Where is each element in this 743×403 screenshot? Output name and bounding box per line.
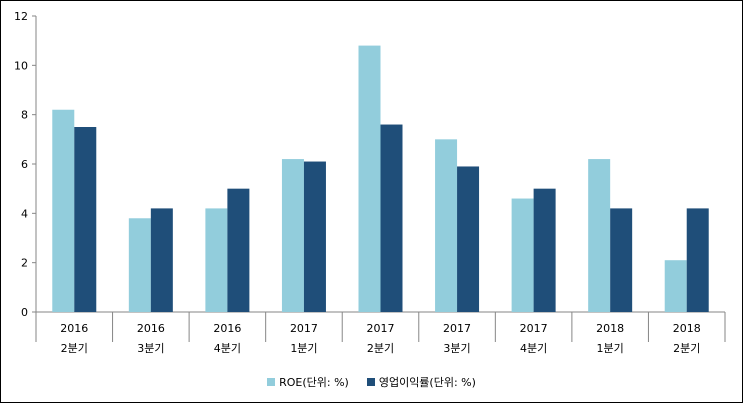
x-tick-label-year: 2017 [290, 322, 318, 335]
x-tick-label-year: 2017 [443, 322, 471, 335]
x-tick-label-quarter: 2분기 [367, 342, 394, 355]
bar-operating-margin [74, 127, 97, 312]
x-tick-label-year: 2016 [137, 322, 165, 335]
x-tick-label-year: 2017 [367, 322, 395, 335]
x-tick-label-year: 2018 [673, 322, 701, 335]
x-tick-label-quarter: 2분기 [673, 342, 700, 355]
y-tick-label: 6 [21, 158, 28, 171]
x-tick-label-quarter: 4분기 [520, 342, 547, 355]
x-tick-label-quarter: 1분기 [597, 342, 624, 355]
x-tick-label-year: 2016 [213, 322, 241, 335]
bars [52, 45, 709, 313]
bar-roe [588, 159, 611, 312]
y-tick-label: 0 [21, 306, 28, 319]
legend-item-operating-margin: 영업이익률(단위: %) [366, 374, 476, 390]
bar-roe [281, 159, 304, 312]
y-tick-label: 2 [21, 257, 28, 270]
x-tick-label-quarter: 3분기 [443, 342, 470, 355]
legend-item-roe: ROE(단위: %) [267, 374, 349, 390]
x-tick-label-year: 2016 [60, 322, 88, 335]
x-tick-label-quarter: 1분기 [290, 342, 317, 355]
bar-operating-margin [610, 208, 633, 312]
x-tick-label-quarter: 4분기 [214, 342, 241, 355]
x-tick-label-quarter: 3분기 [137, 342, 164, 355]
bar-roe [358, 45, 381, 312]
legend-label-roe: ROE(단위: %) [279, 376, 349, 389]
x-tick-label-year: 2018 [596, 322, 624, 335]
y-tick-label: 4 [21, 207, 28, 220]
legend-label-operating-margin: 영업이익률(단위: %) [378, 376, 476, 389]
bar-roe [128, 218, 151, 312]
bar-operating-margin [533, 188, 556, 312]
bar-roe [511, 198, 534, 312]
bar-operating-margin [150, 208, 173, 312]
bar-operating-margin [227, 188, 250, 312]
y-tick-label: 10 [14, 59, 28, 72]
bar-operating-margin [380, 124, 403, 313]
x-tick-label-year: 2017 [520, 322, 548, 335]
bar-operating-margin [303, 161, 326, 312]
bar-roe [52, 109, 75, 312]
x-tick-label-quarter: 2분기 [61, 342, 88, 355]
bar-operating-margin [457, 166, 480, 312]
bar-roe [664, 260, 687, 312]
bar-roe [435, 139, 458, 312]
bar-operating-margin [686, 208, 709, 312]
y-tick-label: 12 [14, 10, 28, 23]
y-tick-label: 8 [21, 109, 28, 122]
legend-swatch-roe [267, 378, 276, 386]
bar-roe [205, 208, 228, 312]
legend-swatch-operating-margin [366, 378, 375, 386]
legend: ROE(단위: %) 영업이익률(단위: %) [0, 374, 743, 390]
tick-labels: 0 2 4 6 8 10 12 2016 2분기 2016 3분기 2016 4분기 2017 1분기 201… [14, 10, 701, 355]
